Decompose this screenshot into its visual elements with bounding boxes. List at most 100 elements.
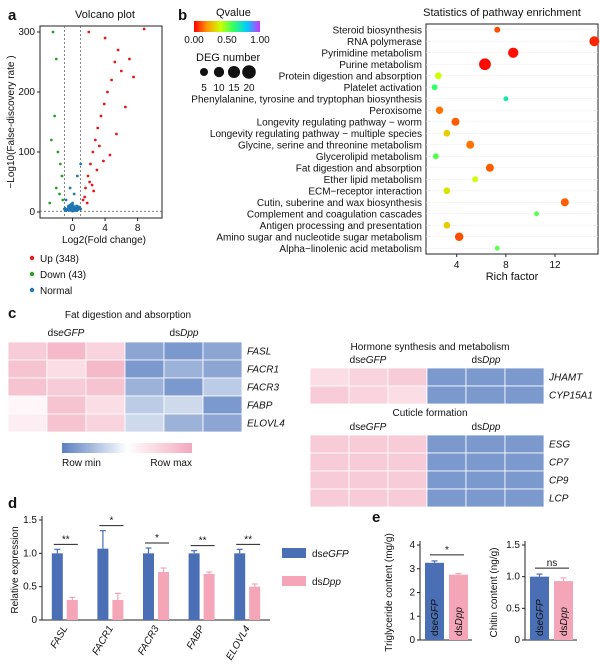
e-sig-label: ns [547, 558, 558, 569]
volcano-normal-cluster-point [66, 206, 70, 210]
heatmap-cell-3-3 [124, 395, 165, 415]
heatmap-cell-2-5 [504, 470, 545, 490]
enrichment-points [431, 26, 600, 251]
legend-down-label: Down (43) [40, 270, 86, 281]
volcano-point-0-11 [113, 60, 117, 64]
enrichment-x-axis: 4 8 12 [454, 254, 561, 271]
heatmap-row-label-0: JHAMT [548, 373, 583, 384]
relexp-bar-0-3 [188, 553, 200, 620]
e-bar-label-0: dseGFP [430, 599, 441, 636]
heatmap-row-label-4: ELOVL4 [247, 419, 285, 430]
pathway-point-18 [454, 232, 464, 242]
volcano-point-1-7 [54, 186, 58, 190]
volcano-threshold-lines [40, 26, 162, 218]
pathway-label-19: Alpha−linolenic acid metabolism [279, 244, 422, 255]
pathway-point-19 [494, 245, 500, 251]
volcano-point-0-24 [124, 105, 127, 109]
row-scale-colorbar [62, 443, 192, 453]
relexp-bar-1-2 [158, 572, 169, 620]
volcano-point-2-6 [68, 186, 72, 190]
volcano-point-0-14 [128, 57, 131, 61]
volcano-plot: 0 100 200 300 0 4 8 [18, 25, 163, 234]
relexp-xtick-label-3: FABP [185, 624, 207, 652]
pathway-point-16 [534, 211, 540, 217]
heatmap-cell-3-1 [348, 488, 389, 508]
volcano-point-2-8 [79, 162, 83, 166]
relexp-sig-label-4: ** [244, 534, 252, 545]
enrichment-xtick-label-2: 12 [549, 260, 561, 271]
pathway-label-17: Antigen processing and presentation [260, 221, 422, 232]
deg-legend-dot-1 [213, 66, 225, 78]
e-bar-0 [425, 562, 444, 640]
relexp-bar-0-2 [143, 553, 154, 620]
heatmap-title: Hormone synthesis and metabolism [351, 342, 510, 353]
e-sig-label: * [445, 545, 449, 556]
qvalue-colorbar [194, 21, 260, 32]
pathway-label-10: Glycine, serine and threonine metabolism [238, 140, 422, 151]
qvalue-title: Qvalue [216, 7, 251, 19]
heatmap-cell-0-1 [46, 341, 87, 361]
volcano-point-0-13 [119, 69, 123, 73]
heatmap-row-label-3: FABP [247, 401, 273, 412]
enrichment-xtick-label-0: 4 [454, 260, 460, 271]
relexp-bar-1-3 [203, 574, 215, 620]
relexp-legend-swatch-1 [282, 576, 306, 586]
volcano-point-1-3 [49, 138, 53, 142]
e-ytick-label-0: 0 [514, 635, 520, 646]
legend-normal: Normal [29, 286, 72, 297]
deg-legend-label-0: 5 [201, 83, 207, 94]
e-ytick-label-2: 2 [409, 588, 415, 599]
relexp-ytick-label-1: 0.5 [23, 582, 37, 593]
heatmap-cell-1-3 [124, 359, 165, 379]
pathway-label-16: Complement and coagulation cascades [247, 209, 422, 220]
deg-legend-label-1: 10 [213, 83, 225, 94]
heatmap-cell-0-3 [124, 341, 165, 361]
heatmap-cell-1-1 [348, 452, 389, 472]
relexp-ytick-label-0: 0 [31, 615, 37, 626]
heatmap-cell-1-5 [202, 359, 243, 379]
volcano-point-0-1 [84, 186, 87, 190]
e-ytick-label-3: 1.5 [506, 540, 520, 551]
heatmap-cell-0-3 [426, 367, 467, 387]
pathway-label-4: Protein digestion and absorption [279, 71, 422, 82]
heatmap-cell-3-0 [309, 488, 350, 508]
panel-letter-d: d [8, 495, 17, 512]
heatmap-group-label-1: dsDpp [472, 355, 501, 366]
chitin-chart: 0 0.5 1.0 1.5 Chitin content (ng/g) dseGFP dsD… [489, 540, 577, 646]
volcano-legend: Up (348) Down (43) Normal [29, 254, 86, 297]
heatmap-cell-3-0 [7, 395, 48, 415]
volcano-point-0-7 [99, 114, 103, 118]
relexp-bar-1-4 [249, 586, 261, 620]
heatmap-cell-4-3 [124, 413, 165, 433]
pathway-label-0: Steroid biosynthesis [333, 25, 423, 36]
relexp-legend-label-1: dsDpp [312, 577, 341, 588]
pathway-label-7: Peroxisome [369, 106, 422, 117]
pathway-label-2: Pyrimidine metabolism [321, 48, 422, 59]
pathway-point-1 [589, 36, 600, 47]
volcano-point-0-9 [106, 90, 109, 94]
relexp-bar-1-0 [66, 600, 78, 620]
pathway-point-0 [494, 26, 501, 33]
legend-up: Up (348) [29, 254, 79, 265]
heatmap-cell-3-4 [465, 488, 506, 508]
volcano-point-0-25 [88, 180, 92, 184]
heatmap-cell-2-0 [7, 377, 48, 397]
deg-title: DEG number [196, 52, 261, 64]
heatmap-row-label-0: FASL [247, 347, 271, 358]
heatmap-cell-2-4 [163, 377, 204, 397]
pathway-point-6 [503, 96, 509, 102]
volcano-normal-cluster-point [77, 205, 81, 209]
volcano-normal-cluster-point [69, 203, 73, 206]
volcano-ytick-label-0: 0 [29, 207, 35, 218]
volcano-point-1-1 [54, 57, 58, 61]
pathway-point-11 [432, 153, 439, 160]
volcano-point-1-6 [60, 174, 64, 178]
volcano-point-0-23 [115, 132, 118, 136]
deg-legend-label-3: 20 [243, 83, 255, 94]
heatmap-row-label-2: CP9 [549, 476, 569, 487]
heatmap-cell-1-4 [163, 359, 204, 379]
deg-legend-dot-3 [242, 65, 256, 79]
e-bar-1 [449, 574, 468, 640]
pathway-point-8 [451, 117, 460, 126]
